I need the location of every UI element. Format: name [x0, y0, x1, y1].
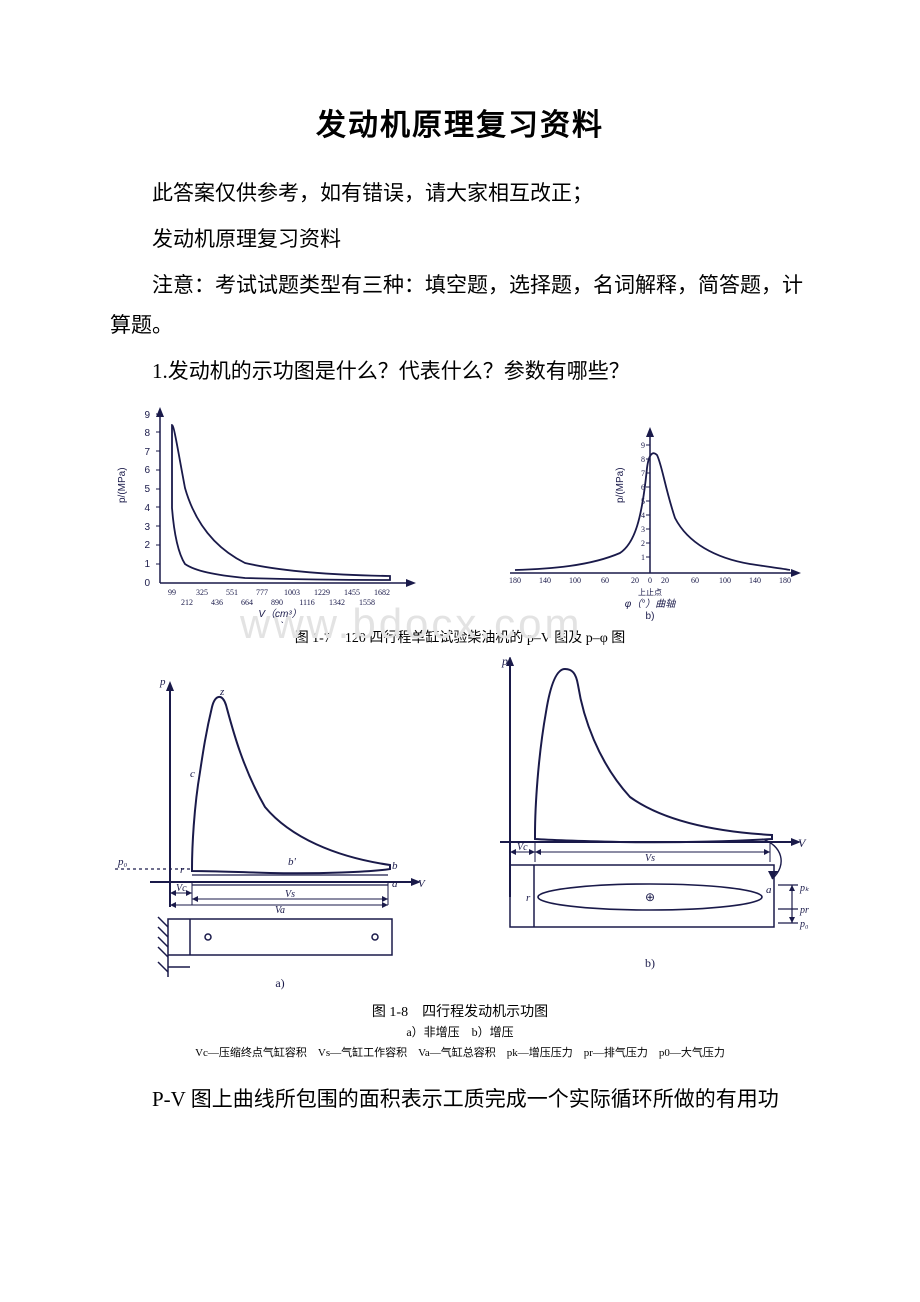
svg-text:180: 180: [779, 576, 791, 585]
svg-text:V（cm³）: V（cm³）: [258, 608, 301, 620]
svg-text:c: c: [190, 768, 195, 780]
svg-text:V: V: [798, 836, 807, 850]
paragraph-5: P-V 图上曲线所包围的面积表示工质完成一个实际循环所做的有用功: [110, 1080, 810, 1120]
svg-text:1: 1: [144, 559, 150, 570]
svg-text:pₖ: pₖ: [799, 883, 810, 894]
svg-text:4: 4: [144, 503, 150, 514]
svg-text:2: 2: [641, 539, 645, 548]
svg-text:212: 212: [181, 598, 193, 607]
svg-text:b': b': [288, 856, 297, 868]
svg-text:V: V: [418, 878, 426, 890]
svg-text:60: 60: [691, 576, 699, 585]
svg-text:180: 180: [509, 576, 521, 585]
figure-area: 0 1 2 3 4 5 6 7 8 9: [110, 403, 810, 1060]
diagram-indicator-b: Vc Vs ⊕ r a: [470, 657, 810, 997]
figure2-caption: 图 1-8 四行程发动机示功图: [110, 1001, 810, 1021]
svg-text:551: 551: [226, 588, 238, 597]
svg-text:p₀: p₀: [799, 919, 809, 930]
svg-text:9: 9: [144, 410, 150, 421]
chart-pphi: 123 456 789 p/(MPa) 180140100 6020: [490, 423, 810, 623]
svg-text:p₀: p₀: [117, 856, 128, 868]
svg-text:φ（°）曲轴: φ（°）曲轴: [625, 598, 677, 610]
svg-text:a: a: [392, 878, 398, 890]
figure1-caption: 图 1-7 120 四行程单缸试验柴油机的 p–V 图及 p–φ 图: [110, 627, 810, 647]
svg-text:1: 1: [641, 553, 645, 562]
paragraph-2: 发动机原理复习资料: [110, 220, 810, 260]
svg-text:Vs: Vs: [645, 853, 655, 864]
svg-text:2: 2: [144, 540, 150, 551]
svg-text:a): a): [275, 976, 284, 990]
svg-text:0: 0: [144, 578, 150, 589]
svg-text:140: 140: [749, 576, 761, 585]
svg-text:1455: 1455: [344, 588, 360, 597]
svg-text:p: p: [501, 657, 508, 668]
chart-pv: 0 1 2 3 4 5 6 7 8 9: [110, 403, 440, 623]
page-title: 发动机原理复习资料: [110, 100, 810, 144]
svg-text:z: z: [219, 686, 225, 698]
svg-text:140: 140: [539, 576, 551, 585]
svg-text:p/(MPa): p/(MPa): [117, 468, 128, 504]
svg-text:100: 100: [569, 576, 581, 585]
paragraph-1: 此答案仅供参考，如有错误，请大家相互改正；: [110, 174, 810, 214]
paragraph-3: 注意：考试试题类型有三种：填空题，选择题，名词解释，简答题，计算题。: [110, 266, 810, 346]
svg-text:3: 3: [641, 525, 645, 534]
svg-text:⊕: ⊕: [645, 890, 655, 904]
svg-text:上止点: 上止点: [638, 587, 662, 597]
diagram-indicator-a: p V z c r a b b' p₀: [110, 677, 430, 997]
svg-text:7: 7: [641, 469, 645, 478]
svg-text:20: 20: [661, 576, 669, 585]
svg-text:p: p: [159, 677, 166, 688]
svg-text:Vs: Vs: [285, 889, 295, 900]
svg-text:Vc: Vc: [176, 883, 187, 894]
svg-text:3: 3: [144, 522, 150, 533]
svg-text:325: 325: [196, 588, 208, 597]
svg-text:Vc: Vc: [517, 842, 528, 853]
svg-text:7: 7: [144, 447, 150, 458]
svg-text:664: 664: [241, 598, 253, 607]
svg-text:a): a): [276, 621, 285, 623]
svg-text:100: 100: [719, 576, 731, 585]
svg-text:436: 436: [211, 598, 223, 607]
svg-text:0: 0: [648, 576, 652, 585]
svg-text:6: 6: [144, 465, 150, 476]
svg-text:20: 20: [631, 576, 639, 585]
svg-text:5: 5: [144, 484, 150, 495]
svg-text:1003: 1003: [284, 588, 300, 597]
svg-text:p/(MPa): p/(MPa): [615, 468, 626, 504]
svg-text:1229: 1229: [314, 588, 330, 597]
svg-text:pr: pr: [799, 905, 809, 916]
svg-text:1116: 1116: [299, 598, 314, 607]
svg-text:777: 777: [256, 588, 268, 597]
svg-text:60: 60: [601, 576, 609, 585]
svg-text:8: 8: [641, 455, 645, 464]
svg-text:b): b): [646, 611, 655, 622]
svg-text:9: 9: [641, 441, 645, 450]
paragraph-4: 1.发动机的示功图是什么？代表什么？参数有哪些？: [110, 352, 810, 392]
svg-text:r: r: [180, 864, 185, 876]
svg-text:4: 4: [641, 511, 645, 520]
svg-text:1558: 1558: [359, 598, 375, 607]
svg-text:b: b: [392, 860, 398, 872]
svg-text:890: 890: [271, 598, 283, 607]
svg-text:1682: 1682: [374, 588, 390, 597]
svg-text:a: a: [766, 884, 772, 896]
svg-text:1342: 1342: [329, 598, 345, 607]
figure2-subcaption: a）非增压 b）增压: [110, 1023, 810, 1040]
figure2-legend: Vc—压缩终点气缸容积 Vs—气缸工作容积 Va—气缸总容积 pk—增压压力 p…: [110, 1044, 810, 1060]
svg-text:r: r: [526, 892, 531, 904]
svg-text:b): b): [645, 956, 655, 970]
svg-text:99: 99: [168, 588, 176, 597]
svg-text:Va: Va: [275, 905, 285, 916]
svg-text:8: 8: [144, 428, 150, 439]
